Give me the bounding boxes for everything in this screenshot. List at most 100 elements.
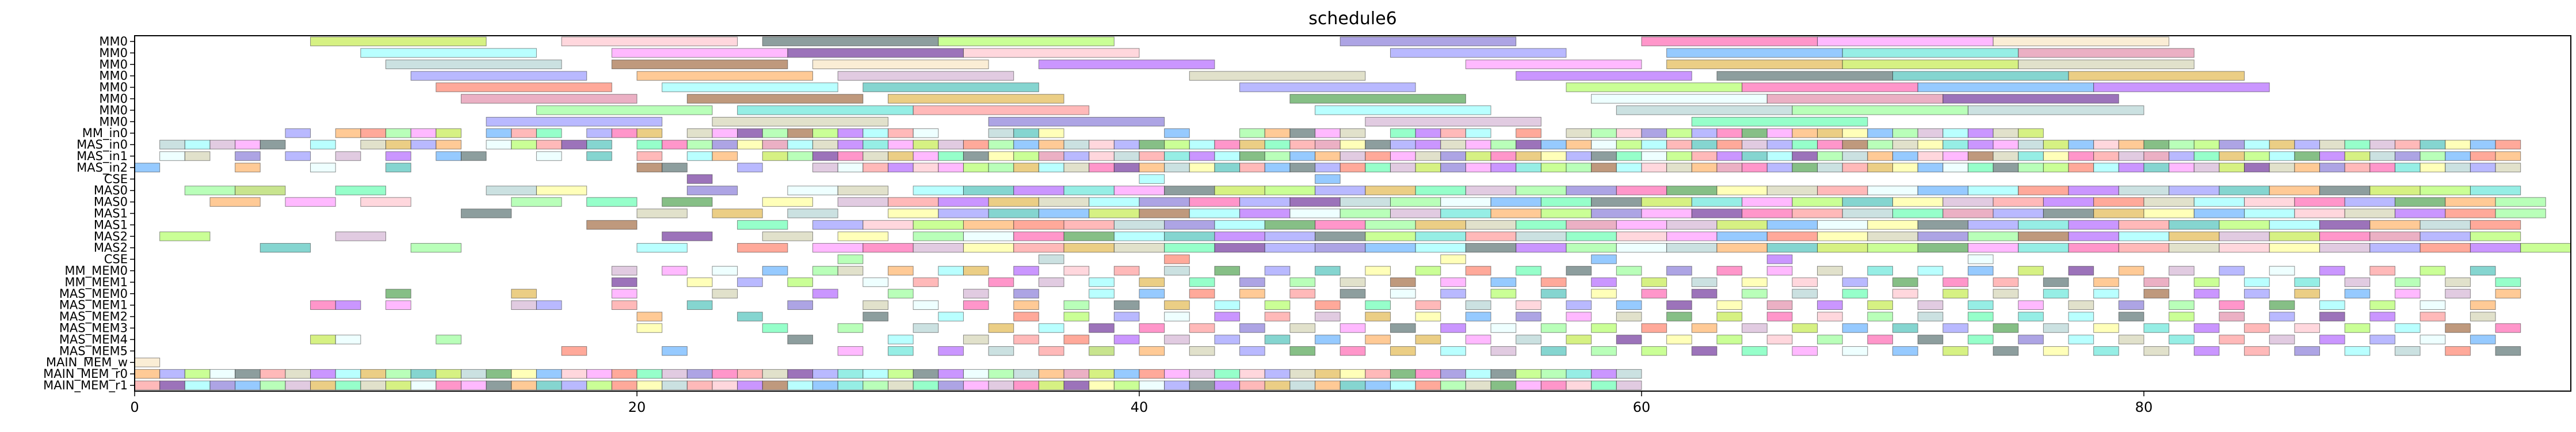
bar-mm-in0-80 — [913, 128, 939, 138]
y-tick-label: MM0 — [99, 58, 128, 71]
bar-mas-in2-316 — [1365, 162, 1391, 173]
bar-mm0-42 — [887, 94, 1064, 104]
bar-mas0-372 — [837, 185, 888, 195]
bar-mas-mem0-704 — [1993, 289, 2019, 299]
bar-main-mem-r1-970 — [436, 380, 461, 391]
bar-mas-in0-203 — [2495, 139, 2521, 150]
bar-mas2-567 — [1164, 242, 1215, 253]
bar-main-mem-r0-907 — [360, 369, 386, 379]
bar-mas2-589 — [2269, 242, 2321, 253]
bar-mm-mem1-647 — [988, 277, 1014, 287]
bar-mas-mem2-776 — [1817, 312, 1843, 321]
bar-mas-in2-294 — [812, 162, 838, 173]
bar-mm-mem1-672 — [2244, 277, 2270, 287]
bar-mas2-525 — [963, 232, 1014, 241]
bar-mas-in2-304 — [1063, 162, 1090, 173]
bar-mm-mem0-639 — [2419, 266, 2446, 276]
bar-main-mem-r1-972 — [486, 380, 512, 391]
bar-mas-mem2-765 — [1264, 312, 1291, 321]
bar-main-mem-r0-926 — [837, 369, 864, 379]
bar-mas2-559 — [737, 242, 788, 253]
bar-mas-mem2-789 — [2470, 312, 2496, 321]
bar-mas0-413 — [887, 197, 939, 207]
bar-mm0-15 — [2018, 48, 2195, 58]
bar-mas-mem5-896 — [2495, 346, 2521, 356]
bar-mas2-537 — [1566, 232, 1617, 241]
bar-mas-mem5-892 — [2294, 346, 2321, 356]
bar-mas-in2-323 — [1540, 162, 1567, 173]
bar-cse-363 — [1139, 174, 1165, 184]
bar-mas2-594 — [2520, 242, 2571, 253]
bar-mas2-577 — [1666, 242, 1718, 253]
bar-mas2-533 — [1365, 232, 1416, 241]
bar-mas-mem0-697 — [1641, 289, 1667, 299]
bar-mm-mem1-649 — [1089, 277, 1115, 287]
bar-mas-mem3-801 — [1339, 323, 1366, 333]
bar-cse-600 — [1766, 254, 1793, 264]
bar-mas-in0-201 — [2445, 139, 2471, 150]
bar-mas0-388 — [1666, 185, 1718, 195]
bar-mm-in0-90 — [1390, 128, 1416, 138]
bar-mas-mem5-874 — [1390, 346, 1416, 356]
bar-mm0-58 — [1691, 117, 1868, 127]
bar-mas1-515 — [2319, 220, 2371, 230]
bar-mm0-56 — [988, 117, 1165, 127]
bar-mas-mem5-879 — [1641, 346, 1667, 356]
bar-mas1-458 — [1289, 209, 1341, 218]
bar-mm-mem0-612 — [1063, 266, 1090, 276]
bar-mm-in0-95 — [1566, 128, 1592, 138]
bar-main-mem-r0-950 — [1440, 369, 1466, 379]
bar-mas0-428 — [1641, 197, 1692, 207]
bar-mas-mem0-710 — [2294, 289, 2321, 299]
bar-mas-mem2-763 — [1164, 312, 1190, 321]
bar-mas2-555 — [2470, 232, 2521, 241]
bar-main-mem-r0-942 — [1239, 369, 1265, 379]
bar-mas-in2-290 — [385, 162, 411, 173]
bar-main-mem-r1-1017 — [1616, 380, 1642, 391]
bar-mas-in2-337 — [1892, 162, 1918, 173]
bar-mas-mem4-826 — [335, 335, 361, 344]
bar-mm0-28 — [1516, 71, 1692, 81]
bar-mas-mem1-740 — [1716, 300, 1743, 310]
x-tick-label: 20 — [628, 399, 646, 415]
bar-mas-mem1-739 — [1666, 300, 1692, 310]
bar-mas-mem4-833 — [1113, 335, 1140, 344]
bar-mas-mem4-836 — [1264, 335, 1291, 344]
bar-mas0-384 — [1465, 185, 1517, 195]
bar-main-mem-r0-932 — [988, 369, 1014, 379]
bar-mas-mem1-751 — [2269, 300, 2295, 310]
bar-main-mem-r1-975 — [561, 380, 587, 391]
bar-mas0-371 — [787, 185, 838, 195]
bar-mas-mem4-849 — [1917, 335, 1944, 344]
bar-mas0-435 — [1993, 197, 2044, 207]
bar-mas0-374 — [963, 185, 1014, 195]
bar-mas-mem2-780 — [2018, 312, 2044, 321]
bar-mas-in2-348 — [2169, 162, 2195, 173]
bar-mm-mem1-655 — [1390, 277, 1416, 287]
bar-mas-in0-123 — [436, 139, 461, 150]
bar-mas0-400 — [2269, 185, 2321, 195]
bar-mas-in0-181 — [1943, 139, 1968, 150]
bar-mas-in2-356 — [2369, 162, 2395, 173]
bar-mas-mem2-782 — [2118, 312, 2144, 321]
bar-mas1-510 — [2068, 220, 2119, 230]
bar-mm-mem1-641 — [611, 277, 638, 287]
bar-mas2-561 — [863, 242, 914, 253]
bar-main-mem-r0-921 — [712, 369, 738, 379]
bar-mm0-45 — [1766, 94, 1944, 104]
bar-mas1-478 — [2294, 209, 2345, 218]
bar-mas-in0-199 — [2394, 139, 2421, 150]
bar-mas-in2-335 — [1842, 162, 1868, 173]
bar-mas-in0-141 — [938, 139, 964, 150]
bar-mas-in2-292 — [662, 162, 688, 173]
bar-mas-in2-359 — [2445, 162, 2471, 173]
bar-mas-mem2-777 — [1867, 312, 1893, 321]
bar-main-mem-r1-982 — [737, 380, 763, 391]
bar-mas-in0-117 — [235, 139, 261, 150]
bar-mm-in0-112 — [1993, 128, 2019, 138]
bar-mas-mem3-799 — [1239, 323, 1265, 333]
bar-mm-mem0-621 — [1516, 266, 1541, 276]
bar-mas0-436 — [2043, 197, 2094, 207]
bar-mas1-509 — [2018, 220, 2069, 230]
bar-mas-in0-193 — [2244, 139, 2270, 150]
